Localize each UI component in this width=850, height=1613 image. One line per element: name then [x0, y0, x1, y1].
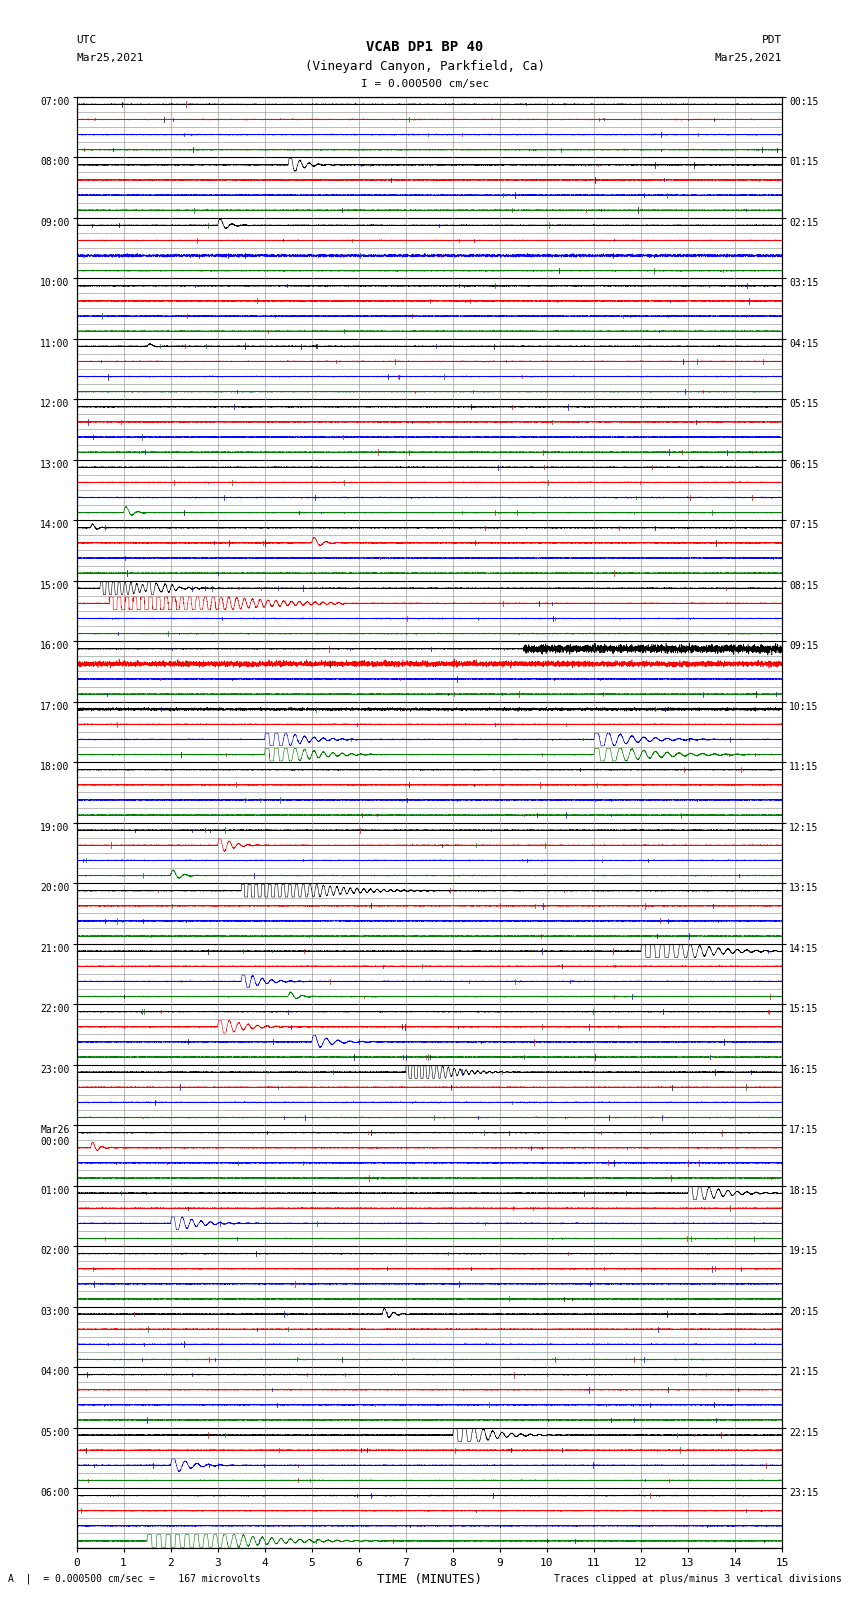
Text: A  |  = 0.000500 cm/sec =    167 microvolts: A | = 0.000500 cm/sec = 167 microvolts	[8, 1573, 261, 1584]
Text: I = 0.000500 cm/sec: I = 0.000500 cm/sec	[361, 79, 489, 89]
Text: PDT: PDT	[762, 35, 782, 45]
X-axis label: TIME (MINUTES): TIME (MINUTES)	[377, 1573, 482, 1586]
Text: UTC: UTC	[76, 35, 97, 45]
Text: Traces clipped at plus/minus 3 vertical divisions: Traces clipped at plus/minus 3 vertical …	[553, 1574, 842, 1584]
Text: (Vineyard Canyon, Parkfield, Ca): (Vineyard Canyon, Parkfield, Ca)	[305, 60, 545, 73]
Text: VCAB DP1 BP 40: VCAB DP1 BP 40	[366, 40, 484, 55]
Text: Mar25,2021: Mar25,2021	[76, 53, 144, 63]
Text: Mar25,2021: Mar25,2021	[715, 53, 782, 63]
